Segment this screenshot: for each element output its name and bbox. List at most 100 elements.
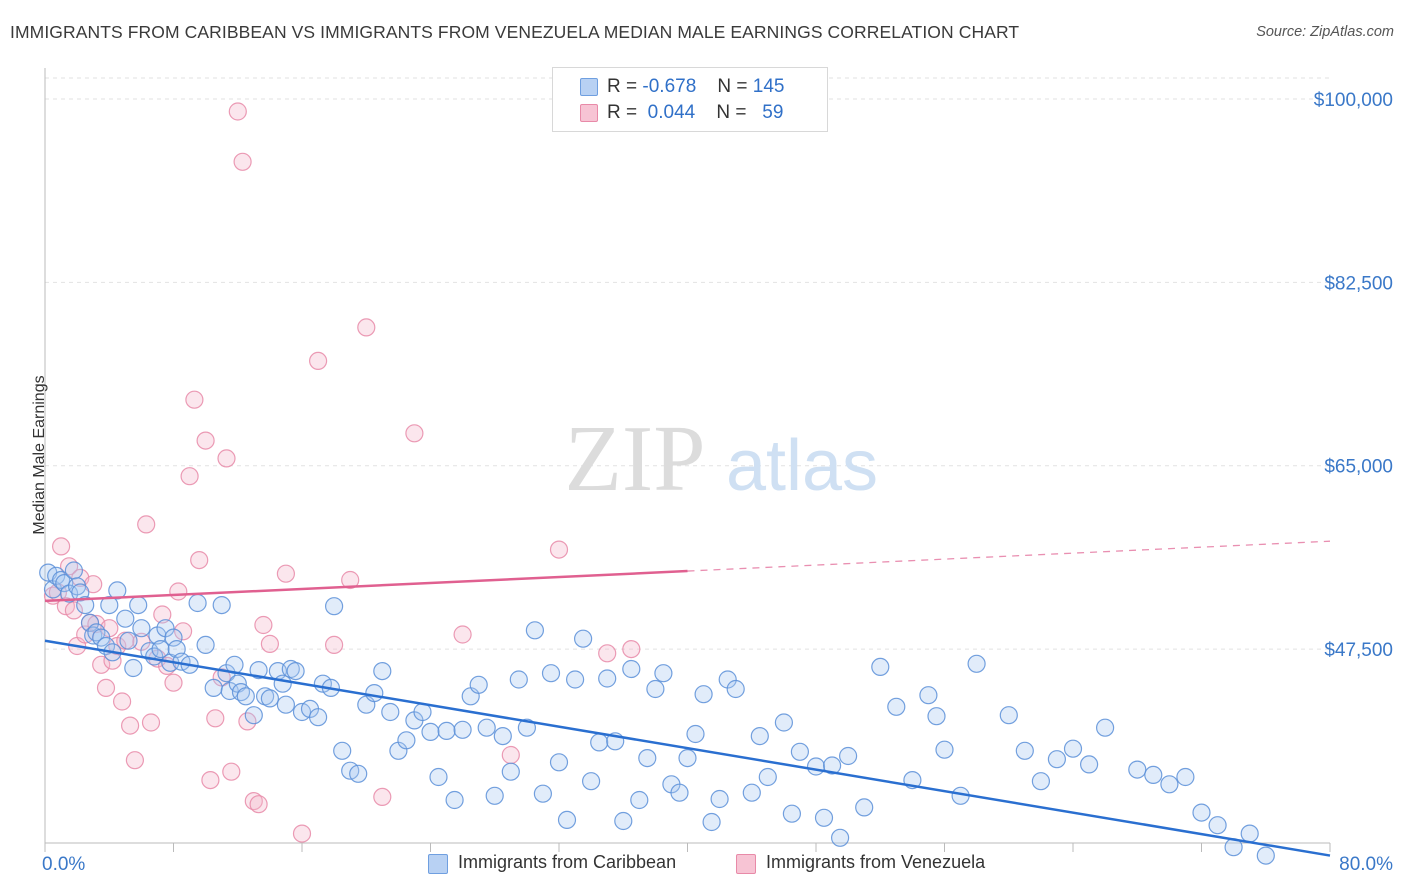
y-axis-label: Median Male Earnings bbox=[31, 375, 48, 535]
caribbean-point bbox=[501, 762, 520, 781]
x-tick-labels: 0.0% 80.0% bbox=[42, 854, 1393, 875]
caribbean-point bbox=[260, 689, 279, 708]
caribbean-point bbox=[1240, 824, 1259, 843]
caribbean-point bbox=[790, 742, 810, 761]
caribbean-point bbox=[236, 687, 255, 706]
caribbean-point bbox=[151, 639, 170, 659]
caribbean-point bbox=[325, 597, 344, 616]
caribbean-point bbox=[774, 713, 794, 732]
caribbean-point bbox=[541, 664, 561, 683]
caribbean-point bbox=[742, 783, 761, 802]
caribbean-point bbox=[477, 718, 496, 737]
venezuela-point bbox=[180, 467, 199, 486]
legend-n-value: 59 bbox=[762, 102, 784, 123]
caribbean-point bbox=[1095, 718, 1115, 737]
venezuela-point bbox=[137, 515, 156, 534]
venezuela-point bbox=[141, 713, 161, 732]
caribbean-point bbox=[1192, 803, 1211, 822]
venezuela-point bbox=[112, 692, 132, 711]
caribbean-point bbox=[437, 721, 456, 741]
legend-swatch-caribbean bbox=[428, 854, 448, 874]
caribbean-point bbox=[108, 581, 127, 600]
venezuela-point bbox=[64, 601, 84, 620]
venezuela-point bbox=[228, 102, 247, 121]
axes bbox=[44, 68, 1331, 852]
x-tick-label-min: 0.0% bbox=[42, 854, 85, 875]
legend-r-value: 0.044 bbox=[647, 102, 696, 123]
legend-r-value: -0.678 bbox=[642, 76, 697, 97]
y-tick-label: $100,000 bbox=[1314, 90, 1393, 111]
caribbean-point bbox=[935, 740, 954, 759]
caribbean-point bbox=[164, 628, 183, 647]
legend-n-label: N = bbox=[716, 102, 747, 123]
caribbean-point bbox=[614, 811, 633, 831]
venezuela-point bbox=[217, 449, 236, 468]
venezuela-point bbox=[201, 770, 220, 790]
venezuela-point bbox=[196, 431, 215, 450]
caribbean-point bbox=[871, 657, 890, 677]
venezuela-point bbox=[276, 564, 295, 583]
venezuela-point bbox=[622, 639, 641, 659]
y-tick-label: $82,500 bbox=[1324, 273, 1393, 294]
caribbean-point bbox=[309, 708, 328, 727]
caribbean-point bbox=[855, 798, 874, 817]
watermark-atlas: atlas bbox=[726, 426, 878, 506]
caribbean-point bbox=[1256, 846, 1275, 865]
caribbean-point bbox=[565, 670, 585, 689]
caribbean-point bbox=[92, 628, 111, 647]
caribbean-point bbox=[581, 772, 601, 791]
caribbean-point bbox=[445, 790, 464, 810]
legend-n-value: 145 bbox=[752, 76, 785, 97]
caribbean-point bbox=[381, 702, 400, 722]
venezuela-point bbox=[190, 550, 209, 570]
caribbean-point bbox=[333, 741, 352, 760]
caribbean-point bbox=[51, 570, 71, 590]
venezuela-point bbox=[153, 605, 172, 624]
caribbean-point bbox=[702, 812, 721, 832]
caribbean-point bbox=[517, 718, 537, 737]
caribbean-point bbox=[119, 631, 138, 650]
venezuela-point bbox=[260, 634, 279, 654]
venezuela-trend-line bbox=[44, 569, 688, 603]
caribbean-point bbox=[678, 748, 697, 768]
venezuela-point bbox=[549, 540, 569, 559]
caribbean-point bbox=[1015, 741, 1034, 760]
caribbean-point bbox=[598, 669, 617, 688]
caribbean-point bbox=[249, 660, 268, 680]
caribbean-point bbox=[453, 720, 472, 739]
caribbean-point bbox=[590, 733, 609, 752]
venezuela-points bbox=[43, 102, 641, 843]
caribbean-point bbox=[557, 810, 577, 830]
chart-title: IMMIGRANTS FROM CARIBBEAN VS IMMIGRANTS … bbox=[10, 22, 1020, 42]
venezuela-point bbox=[309, 351, 328, 370]
caribbean-point bbox=[1208, 816, 1227, 835]
venezuela-point bbox=[125, 751, 144, 770]
caribbean-point bbox=[750, 726, 769, 746]
caribbean-point bbox=[622, 659, 641, 679]
caribbean-point bbox=[838, 746, 858, 766]
caribbean-point bbox=[509, 670, 528, 689]
venezuela-point bbox=[244, 791, 263, 811]
caribbean-point bbox=[100, 595, 119, 615]
venezuela-point bbox=[405, 424, 424, 443]
y-tick-label: $47,500 bbox=[1324, 640, 1393, 661]
legend-r-label: R = bbox=[607, 102, 638, 123]
caribbean-point bbox=[469, 675, 488, 694]
trend-lines bbox=[44, 540, 1331, 857]
caribbean-point bbox=[1063, 739, 1083, 758]
legend-label-caribbean: Immigrants from Caribbean bbox=[458, 852, 677, 872]
venezuela-point bbox=[185, 390, 204, 409]
venezuela-point bbox=[254, 615, 273, 635]
venezuela-point bbox=[222, 762, 241, 781]
caribbean-point bbox=[710, 789, 729, 809]
venezuela-point bbox=[292, 824, 312, 843]
caribbean-point bbox=[654, 664, 673, 683]
venezuela-point bbox=[598, 644, 617, 663]
venezuela-point bbox=[51, 537, 71, 556]
caribbean-point bbox=[927, 707, 946, 726]
venezuela-point bbox=[96, 678, 116, 698]
caribbean-point bbox=[212, 595, 231, 615]
caribbean-point bbox=[806, 757, 826, 776]
venezuela-point bbox=[357, 318, 376, 337]
chart-source: Source: ZipAtlas.com bbox=[1256, 24, 1394, 40]
